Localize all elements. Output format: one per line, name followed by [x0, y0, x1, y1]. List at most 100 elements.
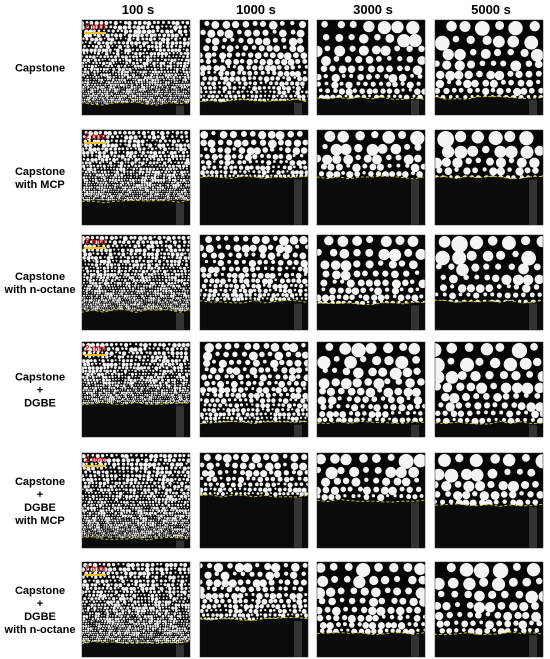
bubble — [205, 412, 208, 416]
bubble — [128, 154, 133, 159]
bubble — [304, 170, 308, 175]
bubble — [137, 90, 139, 92]
bubble — [162, 305, 164, 307]
bubble — [157, 181, 160, 184]
bubble — [98, 292, 101, 295]
bubble — [123, 273, 127, 276]
bubble — [91, 386, 94, 389]
bubble — [294, 283, 298, 288]
bubble — [137, 183, 141, 187]
bubble — [85, 186, 88, 189]
bubble — [295, 174, 298, 177]
bubble — [146, 81, 149, 83]
bubble — [172, 173, 176, 177]
bubble — [186, 98, 189, 101]
bubble — [119, 236, 122, 239]
bubble — [170, 41, 175, 46]
bubble — [395, 154, 402, 161]
bubble — [165, 37, 170, 42]
bubble — [204, 367, 209, 372]
bubble — [117, 161, 120, 164]
bubble — [158, 76, 161, 79]
bubble — [86, 287, 89, 290]
bubble — [185, 67, 188, 70]
bubble — [86, 362, 91, 367]
bubble — [133, 294, 136, 297]
bubble — [164, 170, 168, 174]
bubble — [201, 392, 205, 396]
bubble — [116, 100, 119, 103]
bubble — [88, 183, 90, 186]
bubble — [161, 398, 163, 400]
bubble — [153, 362, 156, 365]
bubble — [337, 287, 344, 294]
bubble — [287, 174, 290, 178]
bubble — [176, 347, 179, 350]
bubble — [180, 198, 182, 201]
bubble — [251, 139, 257, 146]
bubble — [179, 299, 182, 302]
bubble — [120, 269, 123, 272]
bubble — [101, 400, 104, 402]
bubble — [285, 266, 289, 270]
bubble — [296, 412, 301, 417]
bubble — [133, 309, 135, 311]
foam-image — [316, 234, 426, 331]
bubble — [94, 296, 96, 299]
bubble — [331, 73, 340, 83]
bubble — [170, 37, 173, 40]
bubble — [92, 384, 94, 386]
bubble — [129, 301, 132, 303]
bubble — [146, 139, 149, 142]
bubble — [135, 289, 137, 292]
bubble — [129, 198, 132, 201]
bubble — [107, 188, 110, 191]
bubble — [218, 412, 223, 417]
bubble — [82, 236, 86, 241]
bubble — [231, 272, 238, 279]
bubble — [169, 167, 173, 171]
bubble — [155, 186, 157, 188]
bubble — [247, 70, 253, 76]
bubble — [100, 102, 103, 104]
bubble — [138, 292, 141, 295]
bubble — [129, 236, 133, 240]
bubble — [118, 151, 121, 153]
bubble — [286, 403, 292, 409]
bubble — [172, 355, 175, 358]
bubble — [82, 25, 85, 30]
bubble — [274, 81, 279, 86]
bubble — [200, 288, 203, 293]
bubble — [257, 293, 263, 298]
bubble — [181, 343, 186, 348]
bubble — [162, 366, 165, 369]
bubble — [142, 192, 145, 195]
bubble — [132, 143, 137, 148]
bubble — [335, 163, 343, 171]
bubble — [100, 269, 102, 272]
bubble — [202, 293, 207, 297]
bubble — [118, 395, 121, 399]
bubble — [93, 51, 97, 55]
bubble — [261, 170, 267, 176]
bubble — [126, 401, 129, 404]
bubble — [148, 181, 152, 185]
bubble — [178, 55, 181, 58]
bubble — [125, 362, 129, 367]
bubble — [126, 259, 130, 264]
bubble — [90, 343, 96, 348]
bubble — [489, 79, 498, 88]
bubble — [142, 252, 147, 257]
bubble — [86, 256, 91, 261]
bubble — [252, 76, 257, 80]
bubble — [244, 154, 252, 162]
bubble — [169, 186, 172, 188]
bubble — [92, 96, 95, 99]
bubble — [90, 299, 93, 302]
bubble — [125, 366, 129, 370]
bubble — [141, 296, 143, 299]
bubble — [144, 292, 146, 294]
bubble — [145, 73, 148, 76]
bubble — [149, 386, 151, 389]
bubble — [159, 85, 161, 88]
